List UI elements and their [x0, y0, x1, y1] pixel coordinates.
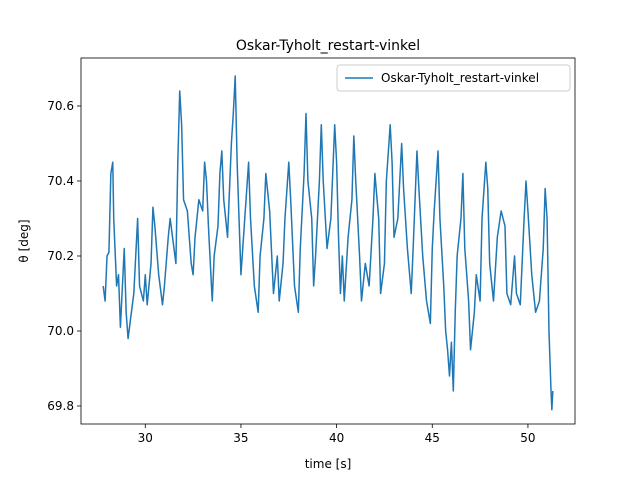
y-tick-label: 70.0	[47, 324, 74, 338]
plot-frame	[80, 57, 576, 425]
x-axis-label: time [s]	[305, 457, 352, 471]
y-tick-label: 70.2	[47, 249, 74, 263]
x-tick-label: 30	[138, 431, 153, 445]
x-tick-label: 35	[233, 431, 248, 445]
x-tick-label: 45	[425, 431, 440, 445]
data-line	[102, 75, 554, 411]
y-axis-label: θ [deg]	[17, 219, 31, 262]
legend-label: Oskar-Tyholt_restart-vinkel	[381, 71, 539, 85]
y-tick-label: 70.6	[47, 99, 74, 113]
y-tick-label: 69.8	[47, 399, 74, 413]
legend-box	[336, 64, 571, 92]
y-tick-label: 70.4	[47, 174, 74, 188]
x-tick-label: 50	[520, 431, 535, 445]
x-tick-label: 40	[329, 431, 344, 445]
chart-title: Oskar-Tyholt_restart-vinkel	[236, 38, 420, 54]
